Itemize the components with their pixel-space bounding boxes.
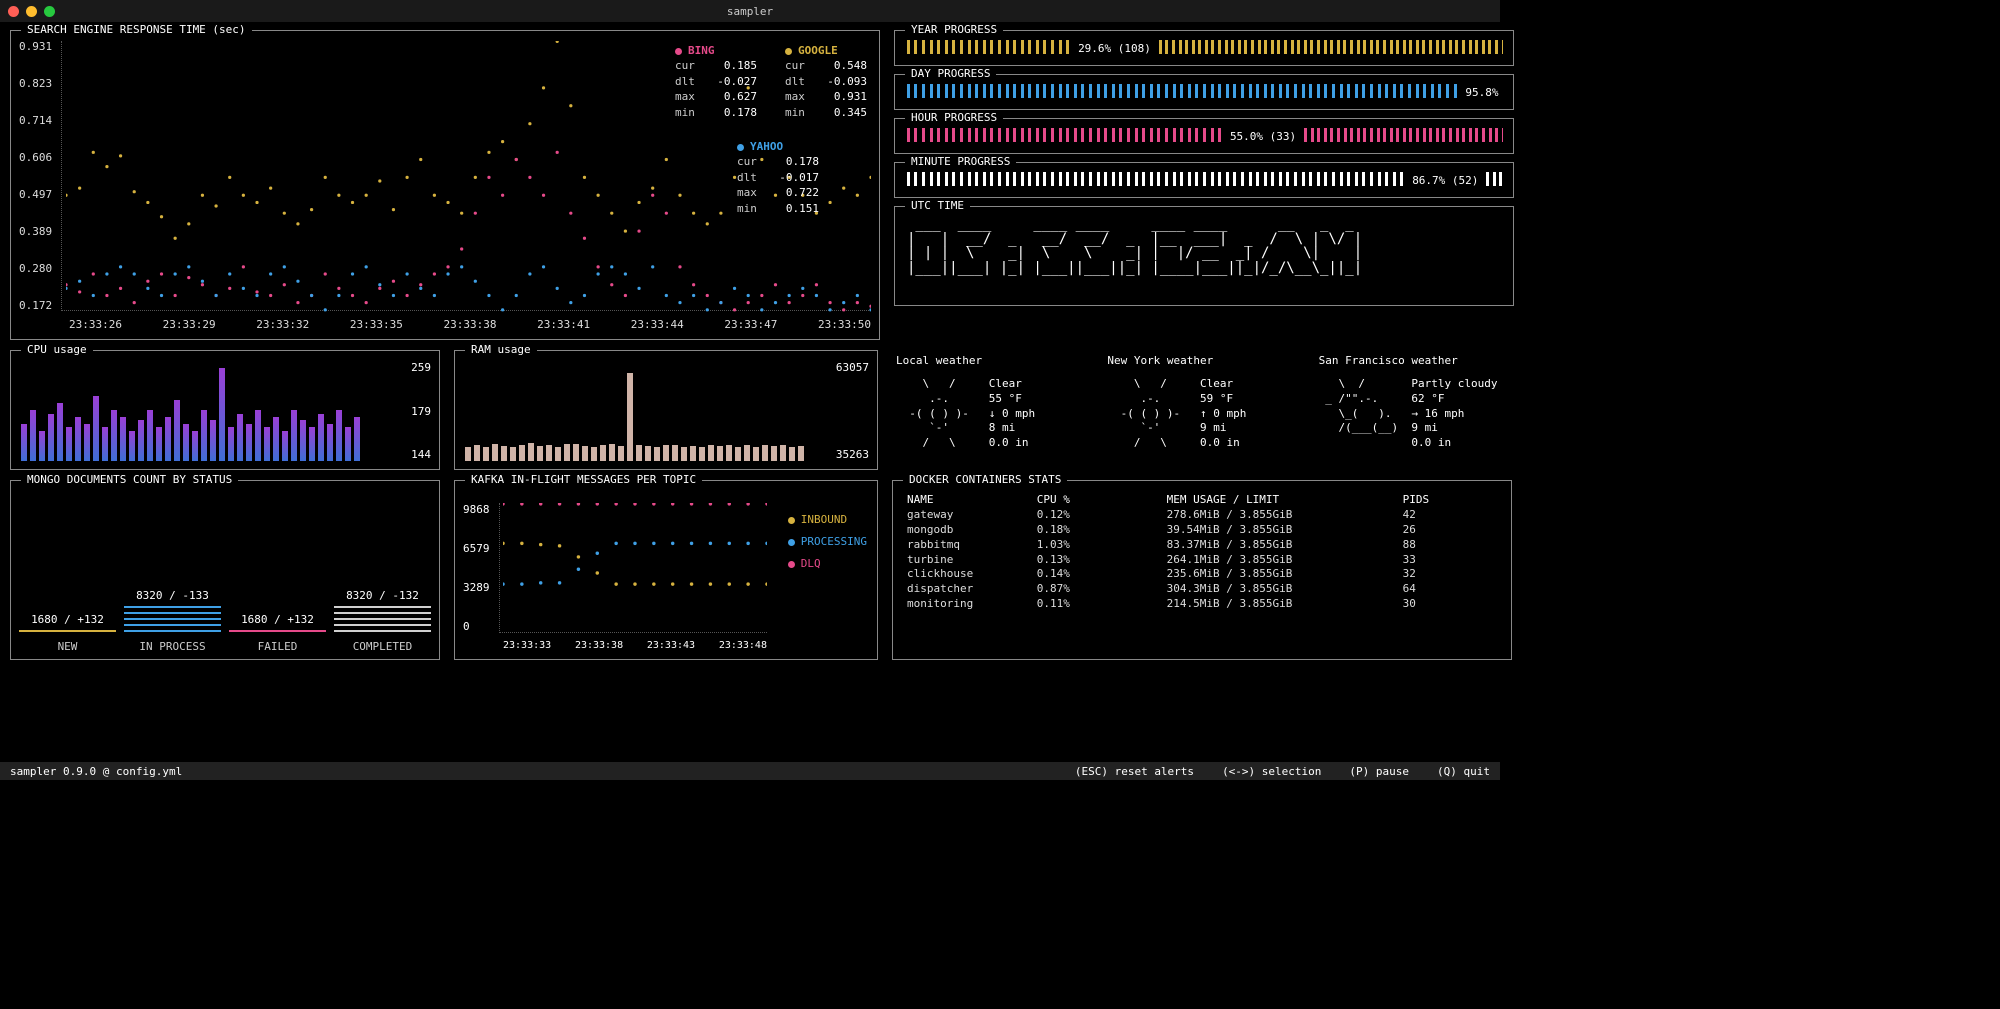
- progress-box: DAY PROGRESS95.8% (23): [894, 74, 1514, 110]
- statusbar-action[interactable]: (Q) quit: [1437, 765, 1490, 778]
- legend-bottom: YAHOOcur0.178dlt-0.017max0.722min0.151: [737, 139, 819, 216]
- cpu-mid: 179: [411, 405, 431, 418]
- cpu-max: 259: [411, 361, 431, 374]
- y-axis: 0.9310.8230.7140.6060.4970.3890.2800.172: [19, 41, 52, 311]
- ram-sparkline: RAM usage 63057 . 35263: [454, 350, 878, 470]
- docker-table-box: DOCKER CONTAINERS STATS NAMECPU %MEM USA…: [892, 480, 1512, 660]
- maximize-icon[interactable]: [44, 6, 55, 17]
- table-row: rabbitmq1.03%83.37MiB / 3.855GiB88: [907, 538, 1497, 553]
- status-actions: (ESC) reset alerts (<->) selection (P) pau…: [1075, 765, 1490, 778]
- utc-title: UTC TIME: [905, 199, 970, 212]
- table-row: dispatcher0.87%304.3MiB / 3.855GiB64: [907, 582, 1497, 597]
- docker-title: DOCKER CONTAINERS STATS: [903, 473, 1067, 486]
- mongo-cols: 1680 / +132NEW8320 / -133IN PROCESS1680 …: [19, 509, 431, 653]
- kafka-yline: [499, 503, 500, 633]
- search-chart: SEARCH ENGINE RESPONSE TIME (sec) 0.9310…: [10, 30, 880, 340]
- table-head: NAMECPU %MEM USAGE / LIMITPIDS: [907, 493, 1497, 508]
- progress-stack: YEAR PROGRESS29.6% (108) DAY PROGRESS95.8…: [894, 30, 1514, 198]
- utc-time-box: UTC TIME ___ ____ ____ ____ ____ ____ __…: [894, 206, 1514, 306]
- progress-box: HOUR PROGRESS55.0% (33): [894, 118, 1514, 154]
- search-chart-title: SEARCH ENGINE RESPONSE TIME (sec): [21, 23, 252, 36]
- cpu-min: 144: [411, 448, 431, 461]
- kafka-xline: [499, 632, 767, 633]
- statusbar-action[interactable]: (<->) selection: [1222, 765, 1321, 778]
- ram-min: 35263: [836, 448, 869, 461]
- table-row: clickhouse0.14%235.6MiB / 3.855GiB32: [907, 567, 1497, 582]
- progress-box: MINUTE PROGRESS86.7% (52): [894, 162, 1514, 198]
- ram-labels: 63057 . 35263: [836, 361, 869, 461]
- table-row: mongodb0.18%39.54MiB / 3.855GiB26: [907, 523, 1497, 538]
- statusbar-action[interactable]: (ESC) reset alerts: [1075, 765, 1194, 778]
- mongo-title: MONGO DOCUMENTS COUNT BY STATUS: [21, 473, 238, 486]
- terminal-window: sampler SEARCH ENGINE RESPONSE TIME (sec…: [0, 0, 1500, 780]
- status-left: sampler 0.9.0 @ config.yml: [10, 765, 182, 778]
- cpu-bars: [21, 361, 383, 461]
- kafka-xaxis: 23:33:3323:33:3823:33:4323:33:48: [503, 640, 767, 651]
- cpu-sparkline: CPU usage 259 179 144: [10, 350, 440, 470]
- window-controls: [8, 6, 55, 17]
- right-top-column: YEAR PROGRESS29.6% (108) DAY PROGRESS95.8…: [894, 30, 1514, 340]
- kafka-chart: KAFKA IN-FLIGHT MESSAGES PER TOPIC 98686…: [454, 480, 878, 660]
- table-body: gateway0.12%278.6MiB / 3.855GiB42mongodb…: [907, 508, 1497, 612]
- ascii-clock: ___ ____ ____ ____ ____ ____ __ _ _ | | …: [907, 217, 1501, 276]
- status-bar: sampler 0.9.0 @ config.yml (ESC) reset a…: [0, 762, 1500, 780]
- weather-section: Local weather \ / Clear .-. 55 °F -( ( )…: [892, 350, 1512, 470]
- statusbar-action[interactable]: (P) pause: [1349, 765, 1409, 778]
- kafka-yaxis: 9868657932890: [463, 503, 490, 633]
- table-row: turbine0.13%264.1MiB / 3.855GiB33: [907, 553, 1497, 568]
- minimize-icon[interactable]: [26, 6, 37, 17]
- weather-card: San Francisco weather \ / Partly cloudy …: [1319, 354, 1512, 470]
- ram-max: 63057: [836, 361, 869, 374]
- y-axis-line: [61, 41, 62, 311]
- kafka-legend: INBOUNDPROCESSINGDLQ: [788, 509, 867, 575]
- x-axis: 23:33:2623:33:2923:33:3223:33:3523:33:38…: [69, 318, 871, 331]
- kafka-plot: [503, 503, 767, 625]
- docker-table: NAMECPU %MEM USAGE / LIMITPIDS gateway0.…: [907, 493, 1497, 612]
- cpu-title: CPU usage: [21, 343, 93, 356]
- window-title: sampler: [727, 5, 773, 18]
- kafka-title: KAFKA IN-FLIGHT MESSAGES PER TOPIC: [465, 473, 702, 486]
- weather-card: New York weather \ / Clear .-. 59 °F -( …: [1107, 354, 1300, 470]
- table-row: gateway0.12%278.6MiB / 3.855GiB42: [907, 508, 1497, 523]
- legend-top: BINGcur0.185dlt-0.027max0.627min0.178GOO…: [675, 43, 867, 120]
- cpu-labels: 259 179 144: [411, 361, 431, 461]
- close-icon[interactable]: [8, 6, 19, 17]
- ram-title: RAM usage: [465, 343, 537, 356]
- table-row: monitoring0.11%214.5MiB / 3.855GiB30: [907, 597, 1497, 612]
- progress-box: YEAR PROGRESS29.6% (108): [894, 30, 1514, 66]
- ram-bars: [465, 361, 821, 461]
- titlebar[interactable]: sampler: [0, 0, 1500, 22]
- weather-card: Local weather \ / Clear .-. 55 °F -( ( )…: [896, 354, 1089, 470]
- mongo-chart: MONGO DOCUMENTS COUNT BY STATUS 1680 / +…: [10, 480, 440, 660]
